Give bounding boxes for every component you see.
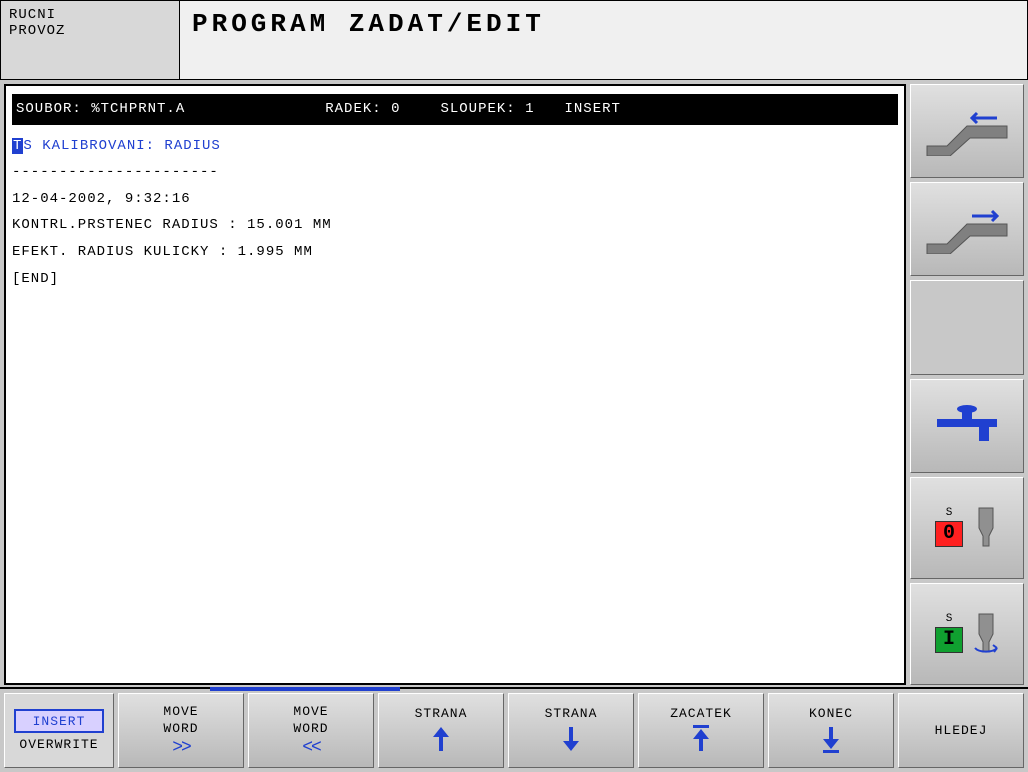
arrow-up-stop-icon bbox=[689, 723, 713, 755]
mode-line2: PROVOZ bbox=[9, 23, 171, 39]
mode-line1: RUCNI bbox=[9, 7, 171, 23]
chevron-left-icon: << bbox=[302, 738, 320, 758]
cursor: T bbox=[12, 138, 23, 154]
coolant-button[interactable] bbox=[910, 379, 1024, 473]
editor-divider: ---------------------- bbox=[12, 159, 898, 186]
row-value: 0 bbox=[391, 96, 400, 123]
insert-mode-button[interactable]: INSERT bbox=[14, 709, 104, 733]
file-label: SOUBOR: bbox=[16, 96, 82, 123]
editor-line-1: TS KALIBROVANI: RADIUS bbox=[12, 133, 898, 160]
page-title: PROGRAM ZADAT/EDIT bbox=[180, 0, 1028, 80]
editor-area[interactable]: SOUBOR: %TCHPRNT.A RADEK: 0 SLOUPEK: 1 I… bbox=[4, 84, 906, 685]
spindle-on-button[interactable]: S I bbox=[910, 583, 1024, 685]
editor-line-4: KONTRL.PRSTENEC RADIUS : 15.001 MM bbox=[12, 212, 898, 239]
track-left-button[interactable] bbox=[910, 84, 1024, 178]
track-right-button[interactable] bbox=[910, 182, 1024, 276]
end-softkey[interactable]: KONEC bbox=[768, 693, 894, 768]
track-right-icon bbox=[922, 204, 1012, 254]
move-word-fwd-softkey[interactable]: MOVE WORD >> bbox=[118, 693, 244, 768]
move-word-back-softkey[interactable]: MOVE WORD << bbox=[248, 693, 374, 768]
arrow-down-icon bbox=[559, 723, 583, 755]
spindle-tool-icon bbox=[971, 506, 1001, 550]
page-down-softkey[interactable]: STRANA bbox=[508, 693, 634, 768]
track-left-icon bbox=[922, 106, 1012, 156]
row-label: RADEK: bbox=[325, 96, 381, 123]
spindle-off-button[interactable]: S 0 bbox=[910, 477, 1024, 579]
tap-icon bbox=[927, 401, 1007, 451]
insert-overwrite-softkey[interactable]: INSERT OVERWRITE bbox=[4, 693, 114, 768]
editor-timestamp: 12-04-2002, 9:32:16 bbox=[12, 186, 898, 213]
status-mode: INSERT bbox=[565, 96, 621, 123]
chevron-right-icon: >> bbox=[172, 738, 190, 758]
page-up-softkey[interactable]: STRANA bbox=[378, 693, 504, 768]
spindle-off-box: S 0 bbox=[933, 507, 965, 549]
mode-box: RUCNI PROVOZ bbox=[0, 0, 180, 80]
arrow-up-icon bbox=[429, 723, 453, 755]
file-value: %TCHPRNT.A bbox=[91, 96, 185, 123]
spindle-on-box: S I bbox=[933, 613, 965, 655]
arrow-down-stop-icon bbox=[819, 723, 843, 755]
col-label: SLOUPEK: bbox=[440, 96, 515, 123]
softkey-bar: INSERT OVERWRITE MOVE WORD >> MOVE WORD … bbox=[0, 687, 1028, 772]
editor-status-bar: SOUBOR: %TCHPRNT.A RADEK: 0 SLOUPEK: 1 I… bbox=[12, 94, 898, 125]
editor-end: [END] bbox=[12, 266, 898, 293]
blank-button bbox=[910, 280, 1024, 374]
search-softkey[interactable]: HLEDEJ bbox=[898, 693, 1024, 768]
col-value: 1 bbox=[525, 96, 534, 123]
right-panel: S 0 S I bbox=[908, 80, 1028, 687]
spindle-tool-rotate-icon bbox=[971, 612, 1001, 656]
begin-softkey[interactable]: ZACATEK bbox=[638, 693, 764, 768]
editor-line-5: EFEKT. RADIUS KULICKY : 1.995 MM bbox=[12, 239, 898, 266]
overwrite-label: OVERWRITE bbox=[19, 737, 98, 752]
